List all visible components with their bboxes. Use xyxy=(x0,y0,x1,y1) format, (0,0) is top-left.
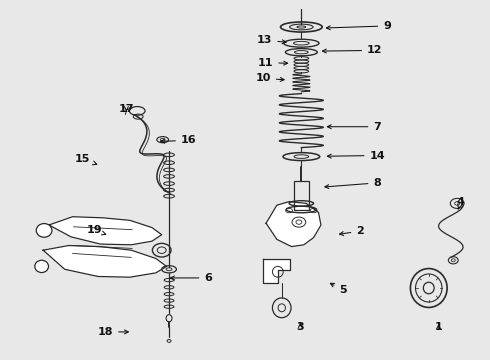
Polygon shape xyxy=(263,259,290,283)
Text: 3: 3 xyxy=(296,322,304,332)
Text: 18: 18 xyxy=(98,327,128,337)
Text: 7: 7 xyxy=(327,122,381,132)
Text: 13: 13 xyxy=(257,35,286,45)
Text: 8: 8 xyxy=(325,178,381,189)
Text: 16: 16 xyxy=(161,135,196,145)
Text: 14: 14 xyxy=(327,150,385,161)
Ellipse shape xyxy=(35,260,49,273)
Text: 2: 2 xyxy=(340,226,364,236)
Text: 19: 19 xyxy=(87,225,106,235)
Polygon shape xyxy=(266,202,321,247)
Text: 4: 4 xyxy=(457,197,465,210)
Text: 10: 10 xyxy=(255,73,284,84)
Text: 9: 9 xyxy=(326,21,391,31)
Polygon shape xyxy=(43,246,167,277)
Text: 11: 11 xyxy=(258,58,288,68)
Ellipse shape xyxy=(36,224,52,237)
Text: 15: 15 xyxy=(74,154,97,165)
Text: 5: 5 xyxy=(330,283,347,295)
Text: 6: 6 xyxy=(171,273,212,283)
Text: 17: 17 xyxy=(119,104,134,114)
Text: 12: 12 xyxy=(322,45,383,55)
Polygon shape xyxy=(49,217,162,245)
Bar xyxy=(294,181,309,210)
Text: 1: 1 xyxy=(435,322,442,332)
